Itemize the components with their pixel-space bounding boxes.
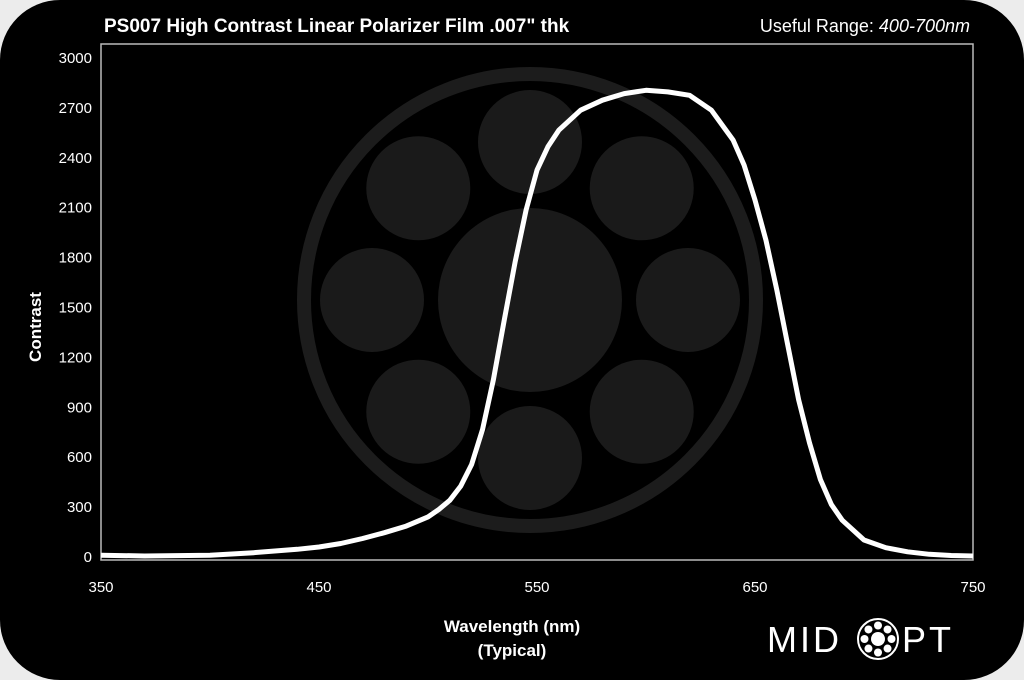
svg-text:MID: MID bbox=[767, 619, 842, 660]
x-tick-label: 450 bbox=[306, 579, 331, 596]
y-tick-label: 2400 bbox=[59, 150, 92, 167]
series-line bbox=[100, 87, 974, 559]
watermark-ring bbox=[297, 67, 763, 533]
y-tick-label: 1200 bbox=[59, 349, 92, 366]
y-tick-label: 1800 bbox=[59, 250, 92, 267]
x-tick-label: 350 bbox=[88, 579, 113, 596]
useful-range: Useful Range: 400-700nm bbox=[760, 16, 970, 36]
y-tick-label: 0 bbox=[84, 549, 92, 566]
watermark-center bbox=[438, 208, 622, 392]
svg-text:PT: PT bbox=[902, 619, 954, 660]
y-tick-label: 900 bbox=[67, 399, 92, 416]
x-tick-label: 550 bbox=[524, 579, 549, 596]
y-tick-label: 3000 bbox=[59, 50, 92, 67]
plot-frame bbox=[100, 43, 974, 561]
watermark-dot bbox=[320, 248, 424, 352]
watermark-dot bbox=[478, 406, 582, 510]
midopt-logo: MID PT bbox=[767, 618, 954, 660]
y-tick-label: 2100 bbox=[59, 200, 92, 217]
y-tick-label: 300 bbox=[67, 499, 92, 516]
x-tick-label: 650 bbox=[742, 579, 767, 596]
x-tick-label: 750 bbox=[960, 579, 985, 596]
watermark-dot bbox=[636, 248, 740, 352]
y-tick-label: 2700 bbox=[59, 100, 92, 117]
watermark-dot bbox=[478, 90, 582, 194]
y-tick-label: 600 bbox=[67, 449, 92, 466]
watermark-dot bbox=[366, 359, 471, 464]
chart-title: PS007 High Contrast Linear Polarizer Fil… bbox=[104, 16, 570, 37]
watermark-dot bbox=[366, 136, 471, 241]
x-axis-label: Wavelength (nm) bbox=[444, 617, 580, 636]
watermark-logo bbox=[297, 67, 763, 533]
y-tick-label: 1500 bbox=[59, 300, 92, 317]
x-axis-sublabel: (Typical) bbox=[478, 641, 547, 660]
watermark-dot bbox=[589, 359, 694, 464]
watermark-dot bbox=[589, 136, 694, 241]
y-axis-label: Contrast bbox=[26, 292, 45, 362]
